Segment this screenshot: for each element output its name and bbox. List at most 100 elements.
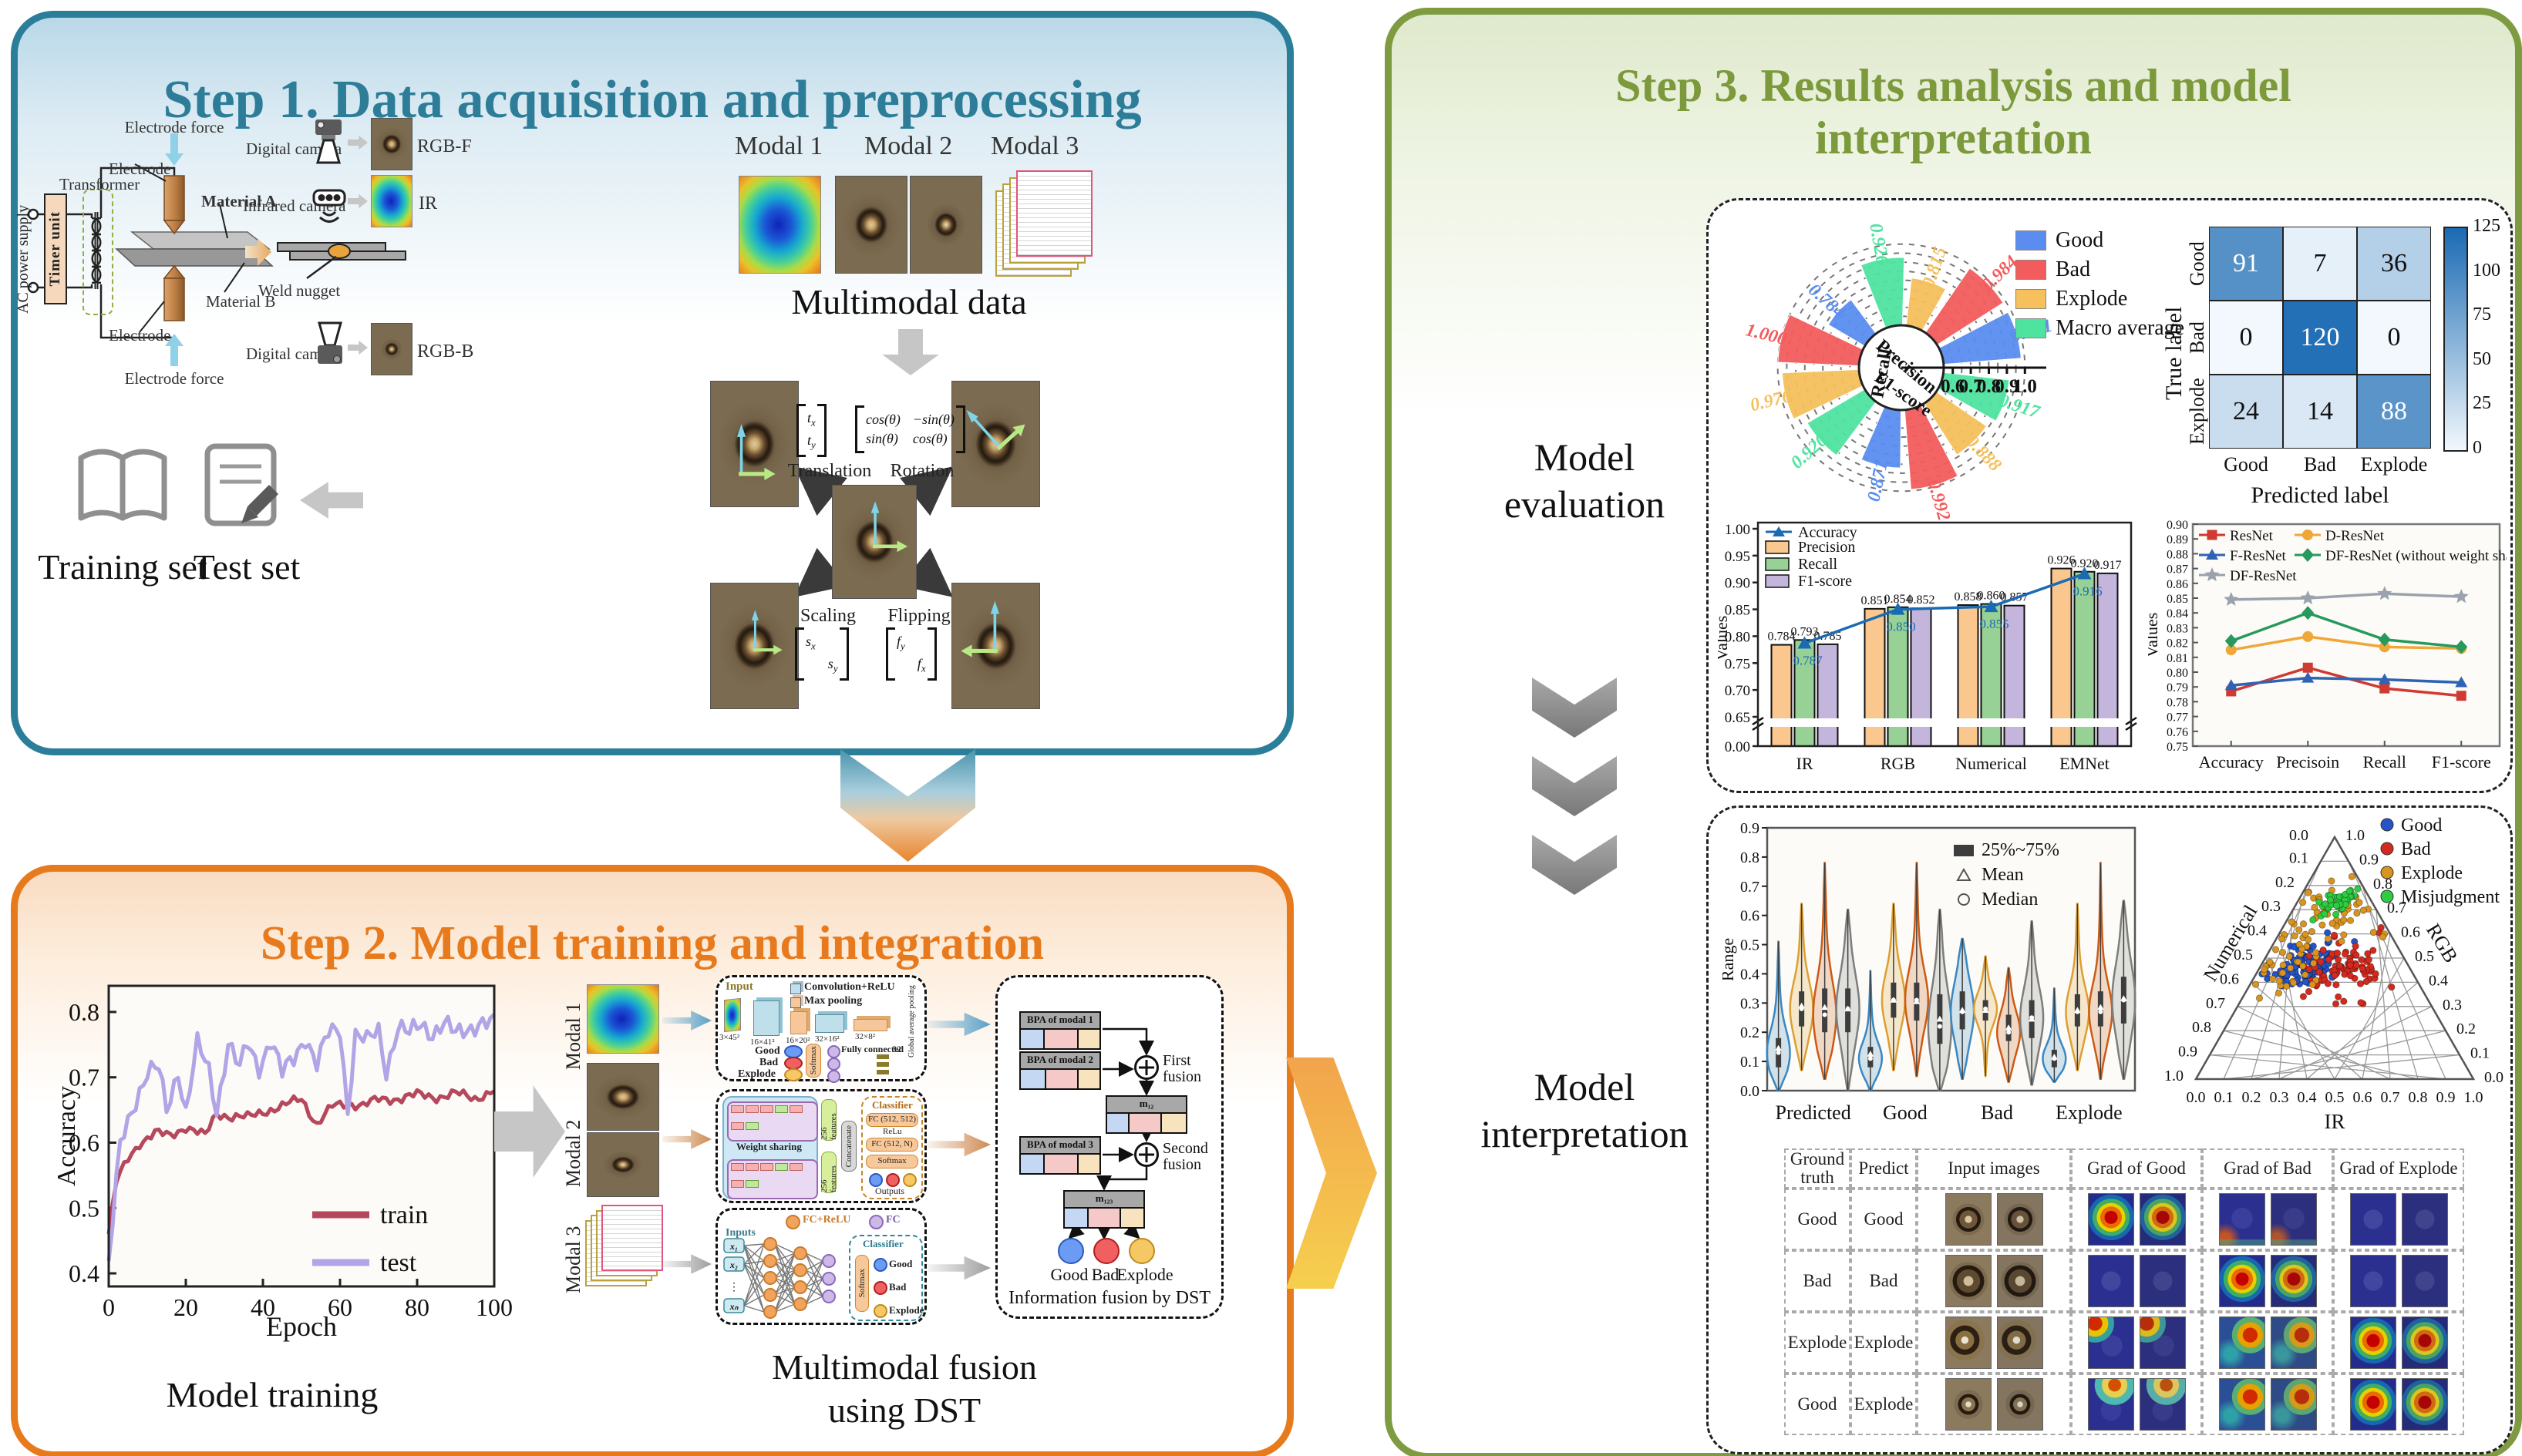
svg-text:0.6: 0.6 xyxy=(2220,970,2239,987)
svg-text:F1-score: F1-score xyxy=(2432,752,2491,772)
svg-text:0.82: 0.82 xyxy=(2167,637,2188,651)
second-fusion-label: Second fusion xyxy=(1163,1140,1208,1173)
svg-text:0.85: 0.85 xyxy=(1725,603,1750,619)
modality-bars-svg: 0.784 0.851 0.858 0.926 0.793 0.854 0.860 0.920… xyxy=(1712,521,2137,773)
mlp-bad-icon xyxy=(874,1281,887,1295)
dst-explode-icon xyxy=(1129,1238,1155,1264)
modal3-title: Modal 3 xyxy=(991,132,1079,160)
svg-text:0.0: 0.0 xyxy=(2289,827,2308,844)
svg-text:0.858: 0.858 xyxy=(1955,590,1982,604)
aug-rotated-image xyxy=(951,381,1040,507)
svg-text:Values: Values xyxy=(2148,613,2161,658)
modal1-image xyxy=(739,176,821,274)
svg-text:0.7: 0.7 xyxy=(2387,899,2406,916)
cnn-to-dst-arrow xyxy=(928,1012,991,1037)
output-explode-icon xyxy=(903,1173,917,1187)
output-good-icon xyxy=(869,1173,883,1187)
scaling-label: Scaling xyxy=(800,606,856,626)
explode-node-icon xyxy=(784,1068,803,1081)
eval-to-interp-chevron-1 xyxy=(1532,678,1617,738)
svg-text:Accuracy: Accuracy xyxy=(2199,752,2264,772)
svg-text:0.4: 0.4 xyxy=(1740,966,1759,983)
fc-node-icon xyxy=(827,1070,840,1083)
step2-modal2-image-back xyxy=(587,1132,659,1197)
svg-text:⋮: ⋮ xyxy=(729,1282,739,1293)
confusion-cell: 120 xyxy=(2283,301,2357,375)
arrow-down-to-augmentation-icon xyxy=(882,329,939,375)
step2-modal3-label: Modal 3 xyxy=(562,1226,584,1293)
gradcam-heatmap-cell xyxy=(2071,1312,2202,1374)
training-accuracy-chart: 0.4 0.5 0.6 0.7 0.8 0 20 40 60 80 100 train test Accu… xyxy=(52,972,520,1357)
step2-title: Step 2. Model training and integration xyxy=(260,916,1045,970)
svg-text:0.79: 0.79 xyxy=(2167,681,2188,694)
svg-text:0.75: 0.75 xyxy=(2167,741,2188,754)
bpa-modal3-bar: BPA of modal 3 (m₃) xyxy=(1019,1136,1101,1175)
svg-text:0.7: 0.7 xyxy=(2381,1089,2400,1106)
svg-text:0.5: 0.5 xyxy=(2415,948,2434,965)
svg-text:0.6: 0.6 xyxy=(1740,908,1759,925)
svg-text:0.0: 0.0 xyxy=(2484,1069,2503,1086)
first-fusion-operator xyxy=(1134,1055,1159,1080)
gradcam-predict: Bad xyxy=(1850,1250,1917,1313)
svg-text:Precision: Precision xyxy=(1798,539,1855,556)
fc-legend-icon xyxy=(869,1215,884,1229)
electrode-bottom-label: Electrode xyxy=(109,326,171,345)
svg-text:0.90: 0.90 xyxy=(2167,519,2188,532)
svg-text:100: 100 xyxy=(476,1293,513,1321)
svg-text:0.5: 0.5 xyxy=(1740,937,1759,954)
model-comparison-chart: 0.75 0.76 0.77 0.78 0.79 0.80 0.81 0.82 0.83 0.84… xyxy=(2142,515,2522,785)
mlp-classifier-box: Classifier Softmax Good Bad Explode xyxy=(849,1235,924,1321)
svg-text:1.0: 1.0 xyxy=(2464,1089,2483,1106)
svg-text:20: 20 xyxy=(173,1293,198,1321)
fc-node-icon xyxy=(827,1058,840,1071)
svg-text:1.0: 1.0 xyxy=(2013,376,2037,397)
modal2-resnet-box: Weight sharing 256 features 256 features… xyxy=(716,1089,927,1203)
svg-text:0.8: 0.8 xyxy=(2192,1019,2211,1036)
svg-text:Recall: Recall xyxy=(2363,752,2406,772)
bpa-modal1-bar: BPA of modal 1 (m₁) xyxy=(1019,1011,1101,1050)
model-lines-svg: 0.75 0.760.77 0.78 0.790.80 0.810.82 0.83 0.84… xyxy=(2142,519,2522,772)
svg-text:0.80: 0.80 xyxy=(2167,667,2188,680)
gradcam-header: Predict xyxy=(1850,1148,1917,1189)
step2-modal3-sheets xyxy=(585,1205,663,1286)
confusion-cell: 0 xyxy=(2357,301,2431,375)
gradcam-header: Grad of Explode xyxy=(2333,1148,2464,1189)
multimodal-data-caption: Multimodal data xyxy=(791,282,1027,321)
svg-text:0.76: 0.76 xyxy=(2167,726,2188,739)
svg-text:0.6: 0.6 xyxy=(1941,376,1965,397)
modal2-image-front xyxy=(835,176,907,274)
aug-original-image xyxy=(832,485,917,599)
ternary-chart: 1.0 0.0 0.1 0.9 0.1 0.2 0.8 0.2 0.3 0.7 0.3 0.4 0.6 0… xyxy=(2150,808,2520,1161)
svg-text:Numerical: Numerical xyxy=(1955,754,2027,773)
svg-text:Bad: Bad xyxy=(1981,1101,2013,1124)
svg-text:0.84: 0.84 xyxy=(2167,607,2188,620)
modal1-title: Modal 1 xyxy=(735,132,823,160)
model-evaluation-line2: evaluation xyxy=(1503,483,1665,526)
dst-bad-icon xyxy=(1093,1238,1120,1264)
polar-legend-item: Macro average xyxy=(2015,316,2184,341)
model-interpretation-line1: Model xyxy=(1534,1065,1635,1108)
svg-text:60: 60 xyxy=(328,1293,352,1321)
svg-text:0.0: 0.0 xyxy=(1740,1083,1759,1100)
gradcam-heatmap-cell xyxy=(2333,1312,2464,1374)
gradcam-ground-truth: Bad xyxy=(1784,1250,1850,1313)
output-bad-icon xyxy=(886,1173,900,1187)
svg-text:Recall: Recall xyxy=(1798,556,1838,573)
gradcam-ground-truth: Good xyxy=(1784,1374,1850,1436)
svg-text:DF-ResNet: DF-ResNet xyxy=(2230,568,2297,584)
m12-bar: m₁₂ xyxy=(1106,1095,1187,1134)
fusion-caption-line2: using DST xyxy=(827,1390,982,1430)
svg-text:Predicted: Predicted xyxy=(1776,1101,1851,1124)
svg-text:0.3: 0.3 xyxy=(1740,995,1759,1012)
svg-text:D-ResNet: D-ResNet xyxy=(2325,528,2385,544)
timer-unit-label: Timer unit xyxy=(47,211,63,287)
fusion-caption-line1: Multimodal fusion xyxy=(772,1347,1037,1387)
cnn-softmax-chip: Softmax xyxy=(806,1044,821,1078)
ir-label: IR xyxy=(419,193,437,214)
svg-text:0.81: 0.81 xyxy=(2167,652,2188,665)
svg-text:0.4: 0.4 xyxy=(2248,923,2267,940)
svg-text:0.3: 0.3 xyxy=(2270,1089,2289,1106)
svg-text:0.5: 0.5 xyxy=(69,1194,99,1222)
svg-text:0.65: 0.65 xyxy=(1725,710,1750,726)
step1-panel: Step 1. Data acquisition and preprocessi… xyxy=(11,11,1294,755)
